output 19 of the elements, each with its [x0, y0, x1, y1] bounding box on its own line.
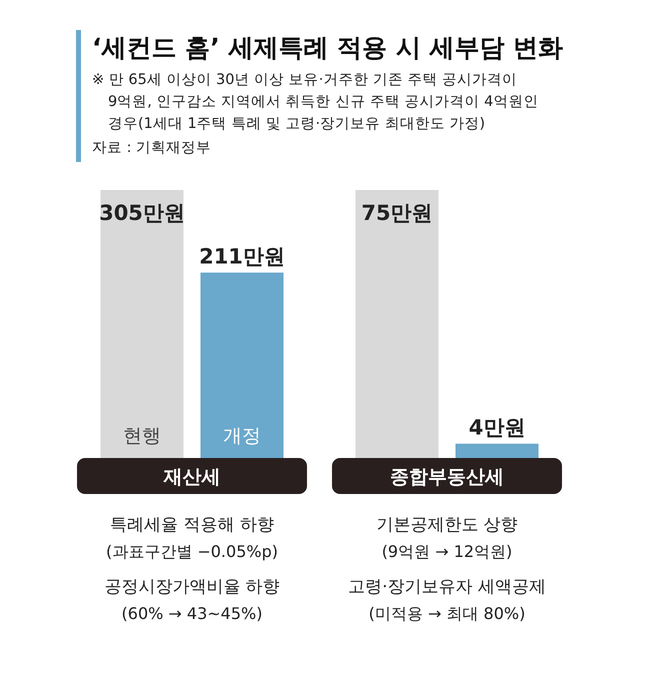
- x-tick-label: 개정: [223, 425, 261, 447]
- x-axis-title: 종합부동산세: [390, 466, 504, 488]
- data-label: 4만원: [468, 416, 526, 440]
- text: 자료 : 기획재정부: [92, 140, 212, 156]
- text: 기본공제한도 상향: [376, 515, 518, 535]
- text: (60% → 43~45%): [122, 604, 262, 623]
- chart-title: ‘세컨드 홈’ 세제특례 적용 시 세부담 변화: [92, 33, 564, 62]
- data-label: 75만원: [361, 201, 433, 225]
- text: 특례세율 적용해 하향: [110, 515, 274, 535]
- x-tick-label: 현행: [123, 425, 161, 447]
- data-label: 211만원: [199, 244, 285, 269]
- chart-subtitle: ※ 만 65세 이상이 30년 이상 보유·거주한 기존 주택 공시가격이 9억원, 인구감소 지역에서 취득한 신규 주택 공시가격이 4억원인 경우(1세대 1주택 특례 및 고령·장기보유 최대한도 가정): [92, 72, 538, 132]
- text: 고령·장기보유자 세액공제: [348, 577, 546, 597]
- x-axis-title: 재산세: [162, 466, 220, 488]
- text: (9억원 → 12억원): [382, 542, 512, 561]
- text: (미적용 → 최대 80%): [368, 604, 526, 623]
- text: (과표구간별 −0.05%p): [106, 542, 278, 561]
- data-label: 305만원: [99, 201, 185, 225]
- text: 공정시장가액비율 하향: [104, 577, 280, 597]
